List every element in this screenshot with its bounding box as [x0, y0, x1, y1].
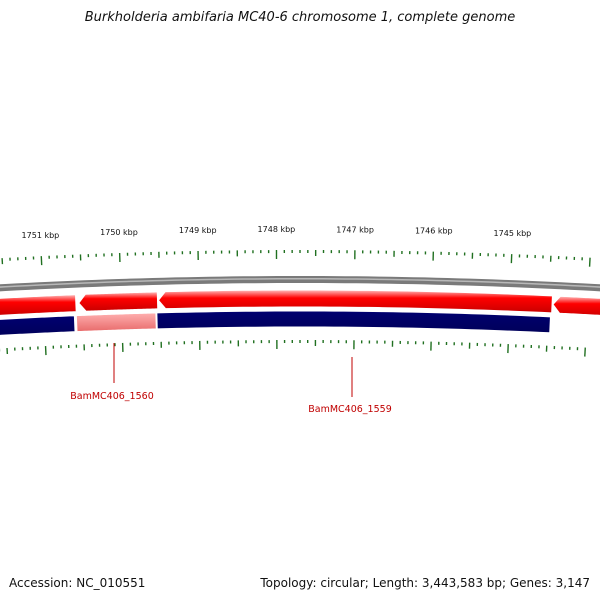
forward-gene-left-edge[interactable]	[0, 294, 77, 316]
backbone-layer	[0, 276, 600, 292]
topology-summary: Topology: circular; Length: 3,443,583 bp…	[260, 576, 590, 590]
ruler-ticks-outer	[1, 250, 591, 267]
genome-title: Burkholderia ambifaria MC40-6 chromosome…	[84, 10, 516, 25]
forward-gene-2[interactable]	[157, 289, 553, 314]
kbp-label: 1750 kbp	[100, 228, 138, 237]
forward-gene-1[interactable]	[78, 291, 159, 312]
kbp-labels: 1751 kbp 1750 kbp 1749 kbp 1748 kbp 1747 kbp…	[22, 225, 532, 240]
gene-labels: BamMC406_1560 BamMC406_1559	[70, 343, 392, 415]
forward-gene-right-edge[interactable]	[552, 295, 600, 317]
backbone-arc	[0, 276, 600, 292]
ruler-ticks-inner	[0, 340, 586, 357]
kbp-label: 1746 kbp	[415, 227, 453, 236]
gene-label[interactable]: BamMC406_1559	[308, 404, 391, 415]
gene-BamMC406_1559[interactable]	[156, 310, 551, 334]
gene-BamMC406_1560[interactable]	[75, 312, 157, 333]
kbp-label: 1749 kbp	[179, 226, 217, 235]
kbp-label: 1748 kbp	[258, 225, 296, 234]
genes-layer[interactable]	[0, 289, 600, 337]
accession-text: Accession: NC_010551	[9, 576, 146, 590]
kbp-label: 1747 kbp	[336, 225, 374, 234]
kbp-label: 1745 kbp	[494, 229, 532, 238]
backbone-highlight	[0, 278, 600, 288]
gene-label[interactable]: BamMC406_1560	[70, 391, 153, 402]
reverse-gene-left-edge[interactable]	[0, 315, 76, 337]
kbp-label: 1751 kbp	[22, 231, 60, 240]
